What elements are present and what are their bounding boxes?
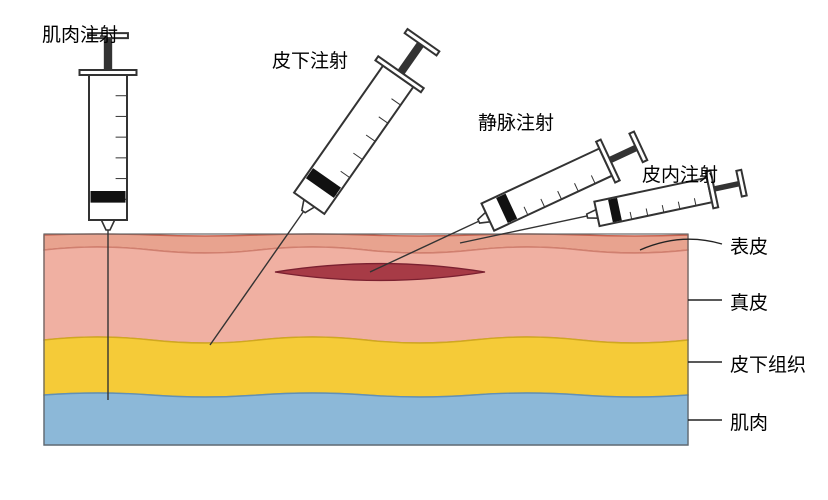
plunger-rod-sc — [401, 44, 421, 72]
flange-im — [80, 70, 137, 75]
barrel-sc — [294, 66, 413, 214]
stopper-im — [91, 191, 126, 203]
label-sc: 皮下注射 — [272, 46, 348, 73]
diagram-stage: 肌肉注射 皮下注射 静脉注射 皮内注射 表皮 真皮 皮下组织 肌肉 — [0, 0, 828, 500]
plunger-rod-id — [714, 184, 739, 189]
label-subcutaneous: 皮下组织 — [730, 350, 806, 377]
label-id: 皮内注射 — [642, 160, 718, 187]
label-iv: 静脉注射 — [478, 108, 554, 135]
hub-im — [101, 220, 114, 230]
label-dermis: 真皮 — [730, 288, 768, 315]
plunger-rod-iv — [610, 148, 636, 160]
label-im: 肌肉注射 — [42, 20, 118, 47]
layer-subcutaneous — [44, 337, 688, 397]
layer-dermis — [44, 247, 688, 343]
label-muscle: 肌肉 — [730, 408, 768, 435]
layer-muscle — [44, 393, 688, 445]
label-epidermis: 表皮 — [730, 232, 768, 259]
thumb-sc — [405, 29, 440, 55]
diagram-svg — [0, 0, 828, 500]
